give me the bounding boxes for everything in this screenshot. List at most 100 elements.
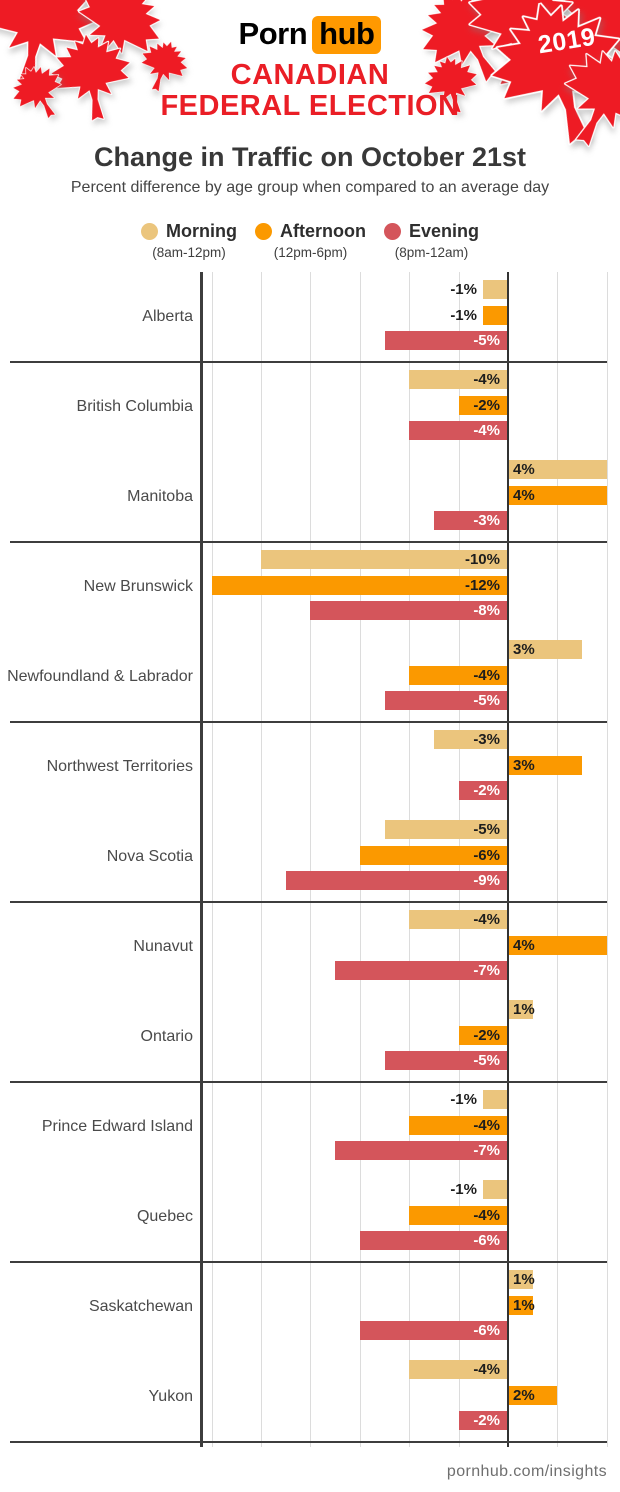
chart-legend: Morning (8am-12pm) Afternoon (12pm-6pm) Even… <box>0 221 620 260</box>
row-separator <box>10 541 607 543</box>
bar-afternoon <box>360 845 508 865</box>
chart-subtitle: Percent difference by age group when com… <box>70 179 550 196</box>
bar-evening <box>409 421 508 440</box>
province-row: Yukon -4% 2% -2% <box>0 1352 620 1442</box>
bar-value-label: -10% <box>464 551 500 568</box>
row-separator <box>10 1081 607 1083</box>
row-separator <box>10 1441 607 1443</box>
bar-value-label: 1% <box>513 1001 535 1018</box>
gridline <box>212 272 213 1447</box>
province-label: Saskatchewan <box>88 1298 193 1315</box>
bar-afternoon <box>508 935 607 955</box>
province-label: Quebec <box>136 1208 193 1225</box>
bar-evening <box>335 1141 508 1160</box>
bar-morning <box>409 910 508 929</box>
bar-value-label: 3% <box>513 641 535 658</box>
bar-afternoon <box>508 1385 557 1405</box>
legend-time-range: (8am-12pm) <box>152 245 226 260</box>
province-label: New Brunswick <box>83 578 193 595</box>
bar-afternoon <box>409 1205 508 1225</box>
province-label: Alberta <box>142 308 193 325</box>
bar-afternoon <box>409 1115 508 1135</box>
province-row: Manitoba 4% 4% -3% <box>0 452 620 723</box>
bar-afternoon <box>483 305 508 325</box>
legend-item-afternoon: Afternoon (12pm-6pm) <box>254 221 366 260</box>
province-row: British Columbia -4% -2% -4% <box>0 362 620 543</box>
bar-value-label: -5% <box>473 1052 500 1069</box>
bar-value-label: -1% <box>450 281 477 298</box>
province-label: Northwest Territories <box>46 758 193 775</box>
legend-dot-icon <box>254 223 272 240</box>
bar-evening <box>310 601 508 620</box>
bar-value-label: -6% <box>473 1232 500 1249</box>
bar-value-label: -4% <box>473 666 500 684</box>
gridline <box>310 272 311 1447</box>
province-row: Nova Scotia -5% -6% -9% <box>0 812 620 1443</box>
bar-value-label: -1% <box>450 306 477 324</box>
logo-text-hub: hub <box>312 16 382 54</box>
bar-afternoon <box>459 1025 508 1045</box>
chart-title: Change in Traffic on October 21st <box>93 142 527 172</box>
bar-value-label: -1% <box>450 1091 477 1108</box>
province-row: Newfoundland & Labrador 3% -4% -5% <box>0 632 620 1083</box>
bar-value-label: -4% <box>473 1206 500 1224</box>
bar-evening <box>335 961 508 980</box>
legend-item-morning: Morning (8am-12pm) <box>141 221 237 260</box>
insights-link[interactable]: pornhub.com/insights <box>446 1463 607 1480</box>
event-title: CANADIAN FEDERAL ELECTION <box>0 60 620 122</box>
row-separator <box>10 721 607 723</box>
province-row: Quebec -1% -4% -6% <box>0 1172 620 1262</box>
bar-morning <box>508 460 607 479</box>
legend-time-range: (8pm-12am) <box>394 245 469 260</box>
gridline <box>261 272 262 1447</box>
bar-value-label: 3% <box>513 756 535 774</box>
province-row: Nunavut -4% 4% -7% <box>0 902 620 992</box>
pornhub-logo: Porn hub <box>0 16 620 54</box>
bar-value-label: -4% <box>473 1116 500 1134</box>
bar-value-label: -6% <box>473 1322 500 1339</box>
province-label: Manitoba <box>127 488 193 505</box>
bar-afternoon <box>508 485 607 505</box>
bar-value-label: -4% <box>473 911 500 928</box>
bar-value-label: 4% <box>513 936 535 954</box>
bar-morning <box>385 820 509 839</box>
bar-evening <box>360 1231 508 1250</box>
bar-value-label: -8% <box>473 602 500 619</box>
bar-value-label: -5% <box>473 821 500 838</box>
bar-morning <box>434 730 508 749</box>
gridline <box>557 272 558 1447</box>
legend-item-evening: Evening (8pm-12am) <box>383 221 479 260</box>
bar-afternoon <box>508 1295 533 1315</box>
bar-morning <box>508 640 582 659</box>
bar-value-label: -6% <box>473 846 500 864</box>
province-row: Prince Edward Island -1% -4% -7% <box>0 1082 620 1172</box>
logo-text-porn: Porn <box>238 16 308 51</box>
header: Porn hub 2019 CANADIAN FEDERAL ELECTION <box>0 0 620 134</box>
bar-morning <box>483 280 508 299</box>
bar-value-label: -1% <box>450 1181 477 1198</box>
bar-value-label: -4% <box>473 1361 500 1378</box>
bar-afternoon <box>459 395 508 415</box>
bar-morning <box>508 1270 533 1289</box>
bar-value-label: -2% <box>473 396 500 414</box>
chart: Alberta -1% -1% -5% British Columbia -4% -2% -4… <box>0 272 620 1447</box>
row-separator <box>10 1261 607 1263</box>
row-separator <box>10 901 607 903</box>
legend-label: Evening <box>408 221 479 241</box>
bar-afternoon <box>409 665 508 685</box>
bar-evening <box>459 781 508 800</box>
bar-value-label: -9% <box>473 872 500 889</box>
province-label: Ontario <box>140 1028 193 1045</box>
bar-value-label: -7% <box>473 1142 500 1159</box>
province-label: British Columbia <box>76 398 193 415</box>
bar-value-label: 4% <box>513 461 535 478</box>
bar-value-label: -3% <box>473 731 500 748</box>
legend-label: Afternoon <box>279 221 366 241</box>
bar-evening <box>385 691 509 710</box>
bar-afternoon <box>508 755 582 775</box>
chart-left-axis <box>200 272 203 1447</box>
bar-morning <box>483 1180 508 1199</box>
bar-evening <box>385 1051 509 1070</box>
bar-morning <box>508 1000 533 1019</box>
